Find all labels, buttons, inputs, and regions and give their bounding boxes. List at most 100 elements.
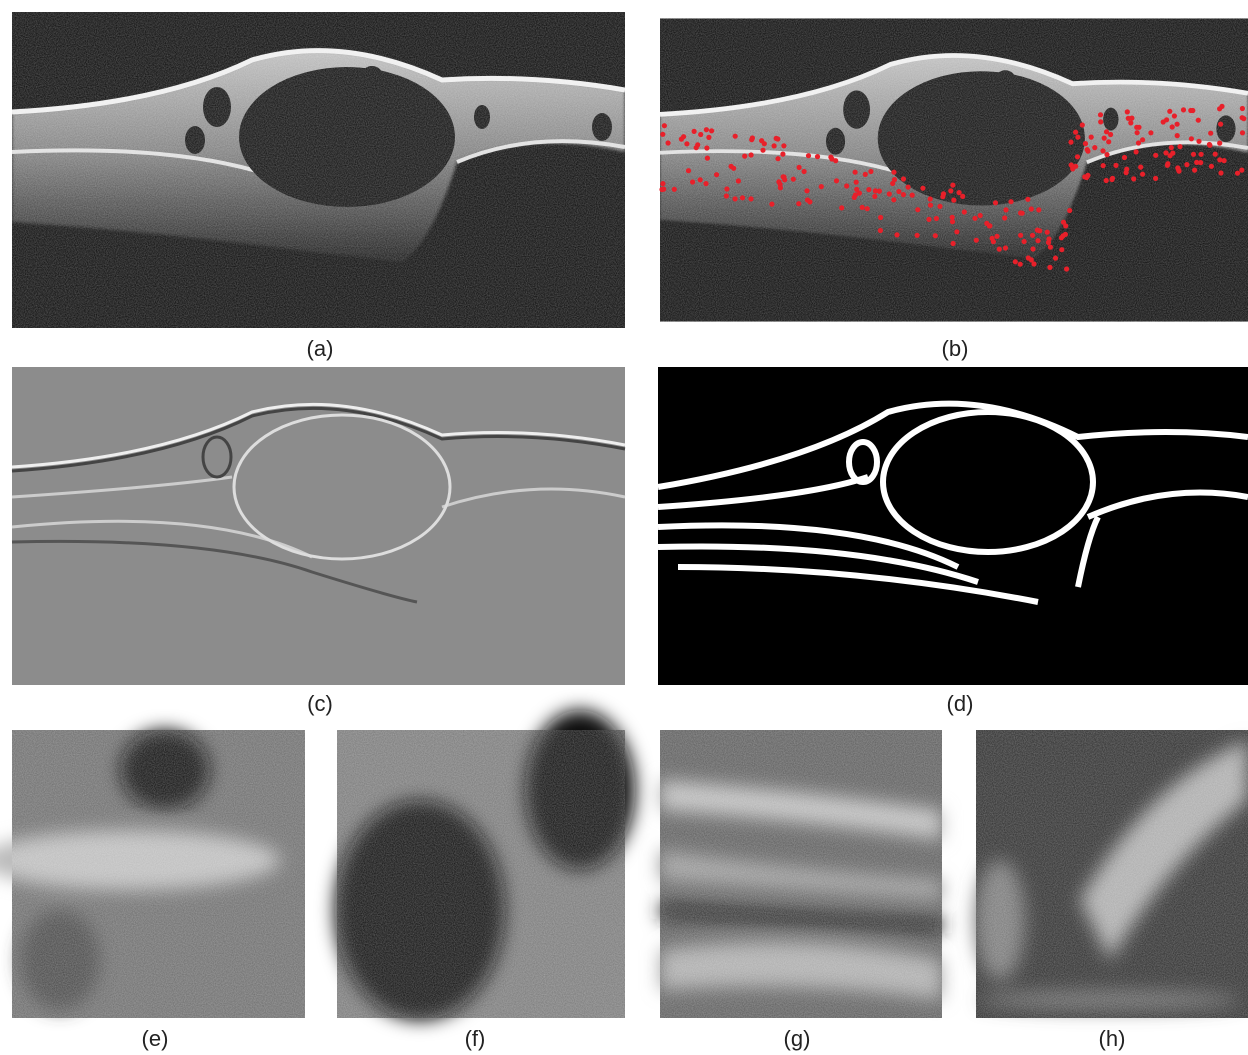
keypoint (1084, 175, 1089, 180)
keypoint (1029, 206, 1034, 211)
keypoint (819, 184, 824, 189)
keypoint (834, 178, 839, 183)
keypoint (993, 200, 998, 205)
keypoint (906, 185, 911, 190)
keypoint (1188, 108, 1193, 113)
keypoint (1196, 139, 1201, 144)
keypoint (733, 196, 738, 201)
keypoint (1240, 106, 1245, 111)
panel-label: (e) (142, 1026, 169, 1051)
keypoint (791, 177, 796, 182)
keypoint (802, 169, 807, 174)
keypoint (872, 194, 877, 199)
patch-image (335, 710, 635, 1020)
keypoint (951, 241, 956, 246)
keypoint (776, 179, 781, 184)
keypoint (933, 233, 938, 238)
keypoint (666, 140, 671, 145)
keypoint (1008, 199, 1013, 204)
keypoint (781, 143, 786, 148)
keypoint (1108, 132, 1113, 137)
keypoint (1153, 176, 1158, 181)
keypoint (1239, 168, 1244, 173)
keypoint (1128, 120, 1133, 125)
keypoint (1080, 122, 1085, 127)
keypoint (928, 203, 933, 208)
keypoint (974, 238, 979, 243)
keypoint (750, 135, 755, 140)
keypoint (1047, 265, 1052, 270)
keypoint (950, 183, 955, 188)
keypoint (991, 239, 996, 244)
keypoint (1131, 176, 1136, 181)
keypoint (1207, 143, 1212, 148)
binary-image (658, 367, 1248, 685)
keypoint (1020, 211, 1025, 216)
keypoint (1109, 177, 1114, 182)
keypoint (807, 199, 812, 204)
keypoint (1181, 107, 1186, 112)
keypoint (994, 234, 999, 239)
keypoint (1068, 140, 1073, 145)
keypoint (1063, 223, 1068, 228)
keypoint (1089, 135, 1094, 140)
keypoint (772, 143, 777, 148)
keypoint (1106, 139, 1111, 144)
keypoint (804, 188, 809, 193)
keypoint (742, 154, 747, 159)
keypoint (1002, 215, 1007, 220)
keypoint (1134, 149, 1139, 154)
keypoint (695, 142, 700, 147)
keypoint (1067, 208, 1072, 213)
keypoint (962, 209, 967, 214)
keypoint (894, 232, 899, 237)
keypoint (868, 169, 873, 174)
keypoint (1018, 233, 1023, 238)
keypoint (878, 215, 883, 220)
keypoint (891, 197, 896, 202)
keypoint (878, 228, 883, 233)
keypoint (775, 156, 780, 161)
keypoint (762, 141, 767, 146)
keypoint (915, 233, 920, 238)
keypoint (797, 165, 802, 170)
keypoint (1135, 130, 1140, 135)
keypoint (1048, 245, 1053, 250)
keypoint (997, 247, 1002, 252)
keypoint (901, 192, 906, 197)
keypoint (686, 168, 691, 173)
keypoint (1169, 145, 1174, 150)
keypoint (781, 174, 786, 179)
keypoint (1217, 157, 1222, 162)
keypoint (698, 177, 703, 182)
keypoint (709, 128, 714, 133)
keypoint (690, 179, 695, 184)
panel-label: (c) (307, 691, 333, 716)
keypoint (1240, 130, 1245, 135)
keypoint (1136, 140, 1141, 145)
keypoint (860, 205, 865, 210)
keypoint (833, 158, 838, 163)
keypoint (1189, 136, 1194, 141)
keypoint (1104, 152, 1109, 157)
keypoint (748, 196, 753, 201)
keypoint (1140, 172, 1145, 177)
keypoint (1218, 170, 1223, 175)
keypoint (1209, 164, 1214, 169)
keypoint (1100, 148, 1105, 153)
keypoint (1059, 247, 1064, 252)
keypoint (1075, 135, 1080, 140)
keypoint (704, 145, 709, 150)
keypoint (1045, 230, 1050, 235)
keypoint (662, 123, 667, 128)
keypoint (1122, 155, 1127, 160)
keypoint (937, 204, 942, 209)
keypoint (891, 170, 896, 175)
keypoint (960, 194, 965, 199)
keypoint (1140, 137, 1145, 142)
figure: (a) (b) (c) (d) (0, 0, 1248, 1055)
keypoint (724, 186, 729, 191)
keypoint (660, 132, 665, 137)
keypoint (729, 164, 734, 169)
keypoint (873, 188, 878, 193)
